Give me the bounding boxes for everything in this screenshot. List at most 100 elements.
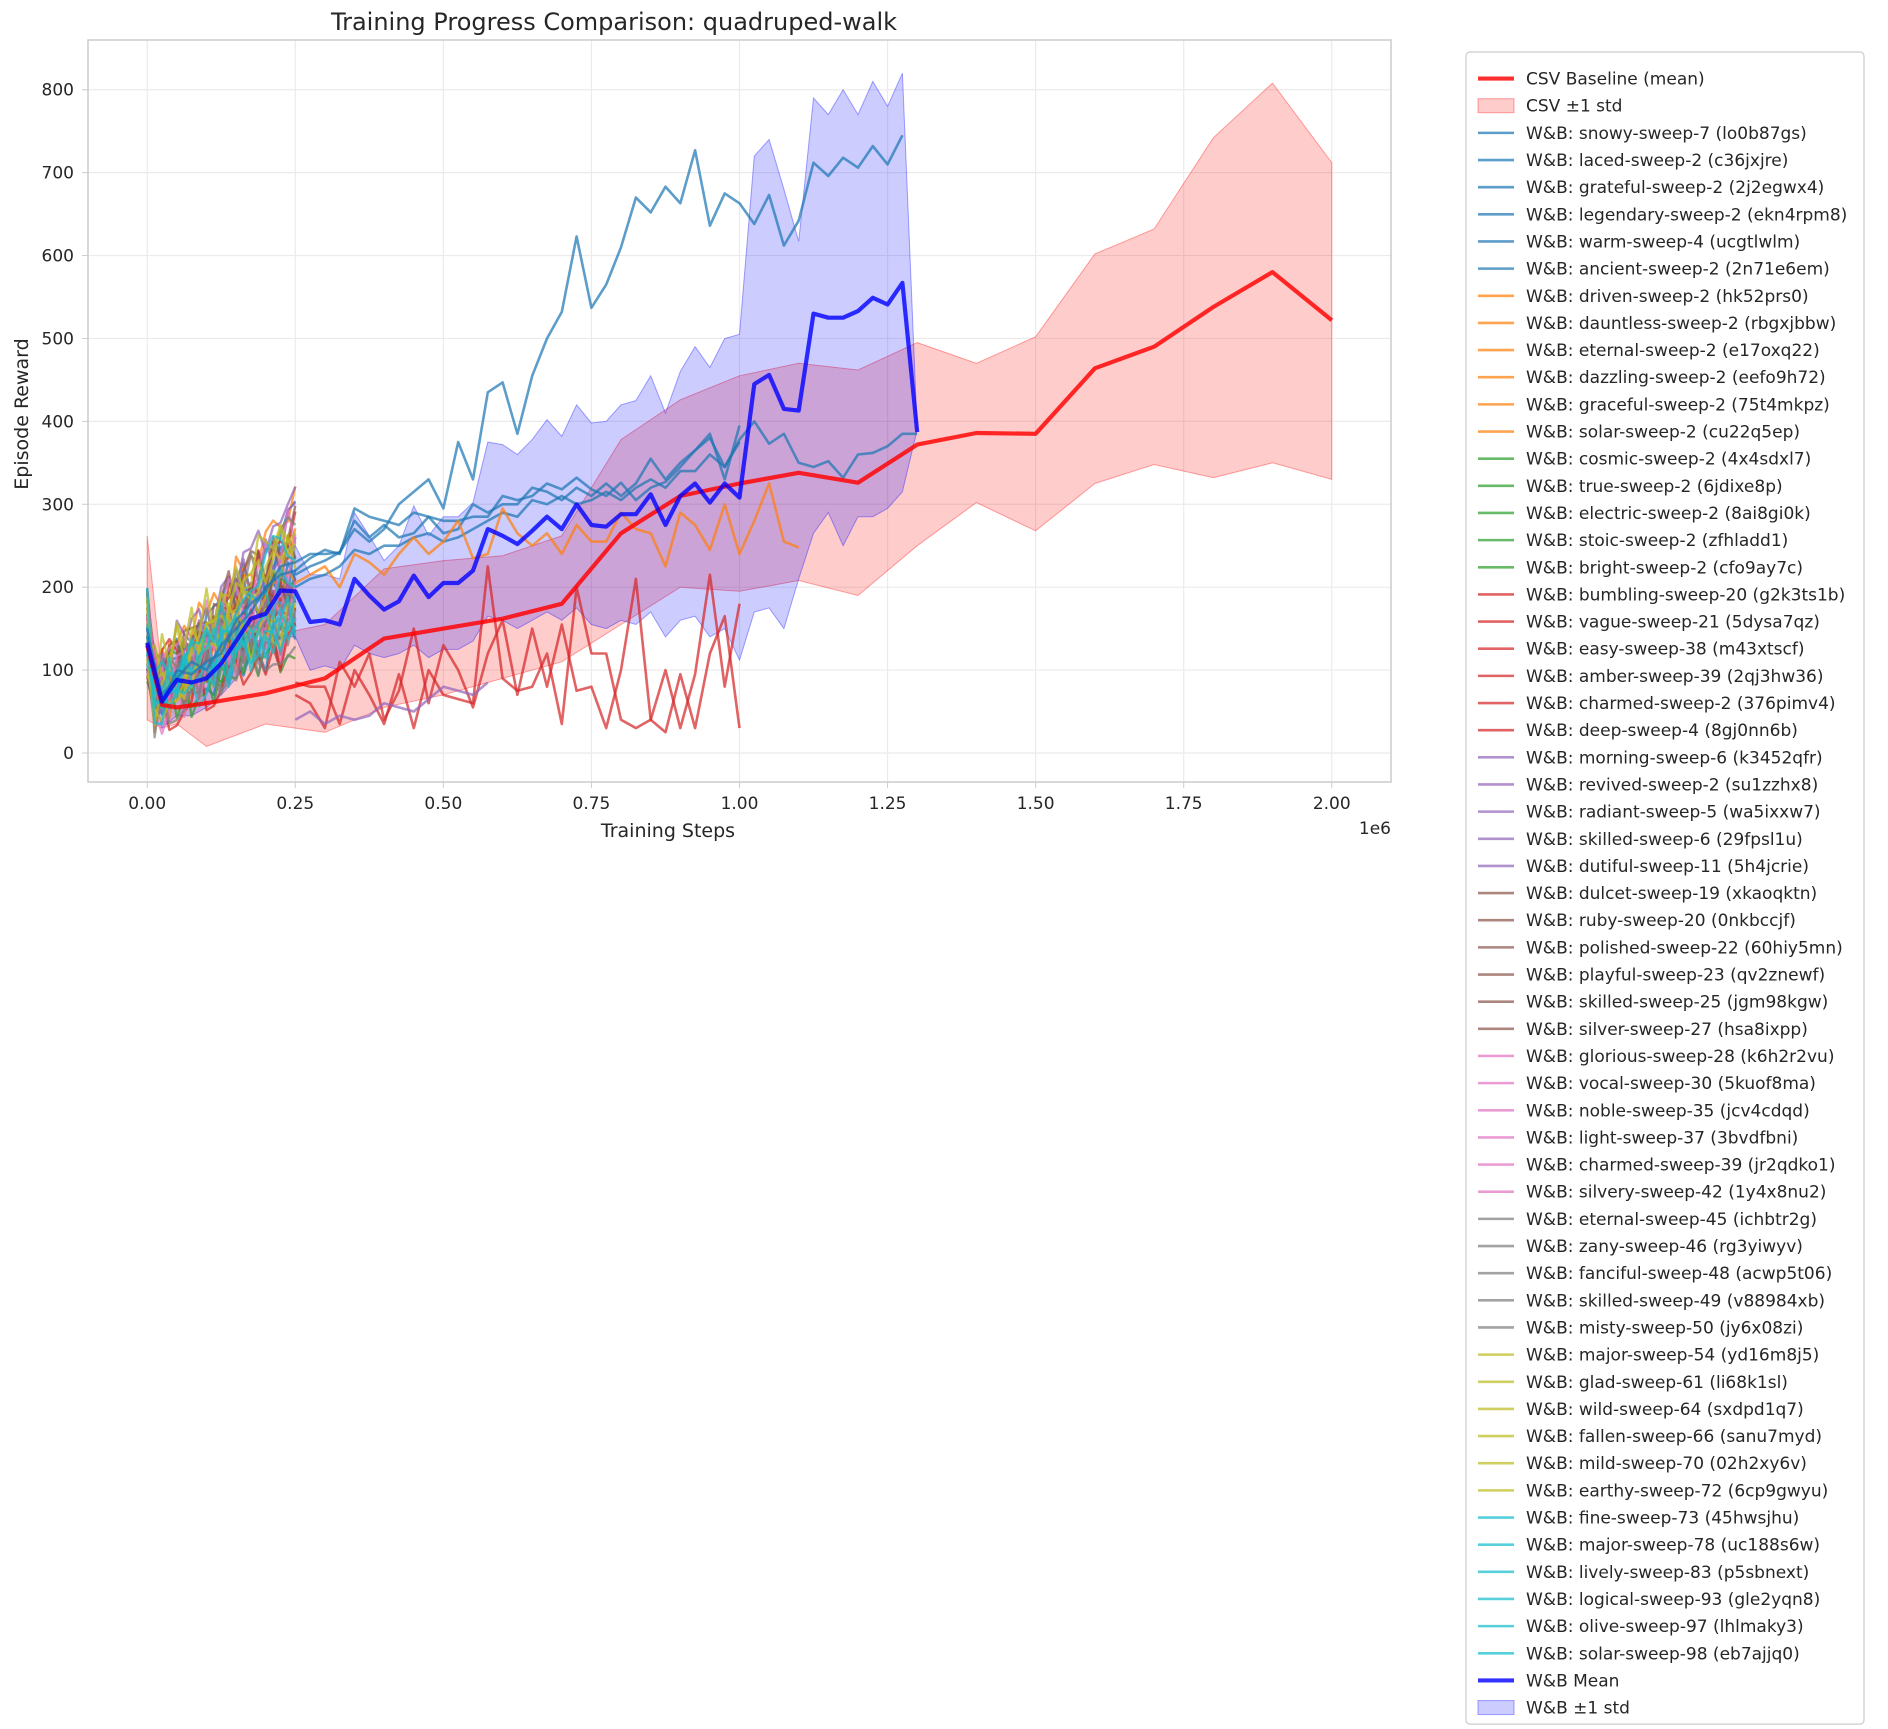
legend-entry: W&B: silvery-sweep-42 (1y4x8nu2) [1478,1183,1826,1203]
legend-entry: W&B: graceful-sweep-2 (75t4mkpz) [1478,395,1830,415]
legend-label: W&B: revived-sweep-2 (su1zzhx8) [1526,775,1818,795]
legend-label: W&B: dazzling-sweep-2 (eefo9h72) [1526,368,1826,388]
legend-entry: W&B: stoic-sweep-2 (zfhladd1) [1478,531,1788,551]
legend-entry: W&B: bright-sweep-2 (cfo9ay7c) [1478,558,1803,578]
legend-entry: W&B: snowy-sweep-7 (lo0b87gs) [1478,124,1807,144]
legend-label: W&B: playful-sweep-23 (qv2znewf) [1526,966,1825,986]
legend-label: W&B: skilled-sweep-6 (29fpsl1u) [1526,830,1803,850]
legend-label: W&B: charmed-sweep-2 (376pimv4) [1526,694,1836,714]
wandb-run-line [146,543,297,699]
y-tick-label: 600 [42,247,74,267]
legend-label: W&B: eternal-sweep-45 (ichbtr2g) [1526,1210,1817,1230]
legend-label: W&B: misty-sweep-50 (jy6x08zi) [1526,1318,1803,1338]
legend-entry: W&B: electric-sweep-2 (8ai8gi0k) [1478,504,1811,524]
wandb-mean-line [145,280,920,704]
legend-label: W&B: snowy-sweep-7 (lo0b87gs) [1526,124,1807,144]
legend-label: W&B: true-sweep-2 (6jdixe8p) [1526,477,1783,497]
legend-entry: W&B ±1 std [1477,1699,1630,1719]
x-tick-label: 1.75 [1165,794,1203,814]
x-tick-label: 1.00 [721,794,759,814]
legend-label: W&B: glorious-sweep-28 (k6h2r2vu) [1526,1047,1834,1067]
wandb-run-line [145,420,918,697]
legend-entry: W&B: glorious-sweep-28 (k6h2r2vu) [1478,1047,1834,1067]
legend-label: W&B: mild-sweep-70 (02h2xy6v) [1526,1454,1807,1474]
legend-label: W&B: charmed-sweep-39 (jr2qdko1) [1526,1156,1836,1176]
wandb-run-line [146,534,296,709]
legend-entry: W&B: playful-sweep-23 (qv2znewf) [1478,966,1825,986]
legend-label: W&B: skilled-sweep-49 (v88984xb) [1526,1291,1825,1311]
legend-label: W&B: laced-sweep-2 (c36jxjre) [1526,151,1788,171]
legend-label: W&B: solar-sweep-2 (cu22q5ep) [1526,423,1800,443]
legend-label: W&B: dutiful-sweep-11 (5h4jcrie) [1526,857,1809,877]
legend-entry: CSV ±1 std [1477,97,1622,117]
legend-label: W&B: light-sweep-37 (3bvdfbni) [1526,1128,1798,1148]
wandb-run-line [294,681,489,726]
legend-entry: W&B: major-sweep-54 (yd16m8j5) [1478,1346,1819,1366]
x-tick-label: 1.50 [1017,794,1055,814]
plot-area: 0.00 0.25 0.50 0.75 1.00 1.25 1.50 1.75 2.00 0 100… [42,39,1392,814]
y-tick-label: 100 [42,661,74,681]
legend-label: W&B: zany-sweep-46 (rg3yiwyv) [1526,1237,1803,1257]
legend-entry: W&B: deep-sweep-4 (8gj0nn6b) [1478,721,1798,741]
legend: CSV Baseline (mean) CSV ±1 std W&B: snowy-… [1465,51,1865,1725]
legend-entry: W&B: silver-sweep-27 (hsa8ixpp) [1478,1020,1808,1040]
legend-entry: W&B: warm-sweep-4 (ucgtlwlm) [1478,232,1800,252]
legend-label: W&B: stoic-sweep-2 (zfhladd1) [1526,531,1788,551]
legend-entry: W&B: lively-sweep-83 (p5sbnext) [1478,1563,1809,1583]
legend-label: W&B: fallen-sweep-66 (sanu7myd) [1526,1427,1822,1447]
legend-entry: W&B: solar-sweep-98 (eb7ajjq0) [1478,1644,1800,1664]
legend-entry: W&B: dazzling-sweep-2 (eefo9h72) [1478,368,1826,388]
y-tick-label: 700 [42,164,74,184]
legend-label: W&B: logical-sweep-93 (gle2yqn8) [1526,1590,1820,1610]
y-tick-label: 0 [63,744,74,764]
legend-entry: W&B: legendary-sweep-2 (ekn4rpm8) [1478,205,1847,225]
legend-label: W&B ±1 std [1526,1699,1630,1719]
legend-entry: W&B Mean [1478,1671,1619,1691]
legend-label: W&B: skilled-sweep-25 (jgm98kgw) [1526,993,1828,1013]
legend-entry: W&B: noble-sweep-35 (jcv4cdqd) [1478,1101,1810,1121]
legend-entry: W&B: morning-sweep-6 (k3452qfr) [1478,748,1823,768]
legend-entry: W&B: zany-sweep-46 (rg3yiwyv) [1478,1237,1803,1257]
legend-entry: W&B: eternal-sweep-2 (e17oxq22) [1478,341,1820,361]
wandb-run-line [294,482,800,589]
legend-label: W&B: silver-sweep-27 (hsa8ixpp) [1526,1020,1808,1040]
wandb-run-line [294,577,741,734]
legend-swatch-patch [1477,1700,1515,1716]
legend-label: W&B: warm-sweep-4 (ucgtlwlm) [1526,232,1800,252]
wandb-run-line [294,425,741,576]
legend-entry: W&B: dulcet-sweep-19 (xkaoqktn) [1478,884,1817,904]
y-axis-label: Episode Reward [11,338,33,489]
legend-label: CSV ±1 std [1526,97,1622,117]
legend-entry: W&B: mild-sweep-70 (02h2xy6v) [1478,1454,1807,1474]
x-tick-label: 1.25 [869,794,907,814]
legend-label: W&B: cosmic-sweep-2 (4x4sdxl7) [1526,450,1811,470]
legend-entry: W&B: dauntless-sweep-2 (rbgxjbbw) [1478,314,1836,334]
legend-label: W&B: polished-sweep-22 (60hiy5mn) [1526,938,1843,958]
legend-entry: W&B: misty-sweep-50 (jy6x08zi) [1478,1318,1803,1338]
legend-label: W&B: glad-sweep-61 (li68k1sl) [1526,1373,1788,1393]
legend-entry: W&B: logical-sweep-93 (gle2yqn8) [1478,1590,1820,1610]
plot-frame [87,39,1392,783]
legend-label: W&B: silvery-sweep-42 (1y4x8nu2) [1526,1183,1826,1203]
legend-label: W&B: deep-sweep-4 (8gj0nn6b) [1526,721,1798,741]
y-tick-label: 300 [42,495,74,515]
legend-label: W&B: graceful-sweep-2 (75t4mkpz) [1526,395,1830,415]
legend-label: W&B: morning-sweep-6 (k3452qfr) [1526,748,1823,768]
csv-std-band [146,82,1333,747]
legend-entry: W&B: glad-sweep-61 (li68k1sl) [1478,1373,1788,1393]
legend-label: W&B: major-sweep-54 (yd16m8j5) [1526,1346,1819,1366]
legend-label: W&B: radiant-sweep-5 (wa5ixxw7) [1526,803,1821,823]
legend-entry: W&B: radiant-sweep-5 (wa5ixxw7) [1478,803,1821,823]
legend-label: W&B: solar-sweep-98 (eb7ajjq0) [1526,1644,1800,1664]
legend-entry: W&B: grateful-sweep-2 (2j2egwx4) [1478,178,1824,198]
x-tick-label: 0.50 [424,794,462,814]
wandb-run-line [146,596,297,726]
legend-entry: W&B: wild-sweep-64 (sxdpd1q7) [1478,1400,1804,1420]
legend-label: CSV Baseline (mean) [1526,70,1705,90]
legend-entry: W&B: bumbling-sweep-20 (g2k3ts1b) [1478,585,1845,605]
legend-label: W&B: grateful-sweep-2 (2j2egwx4) [1526,178,1824,198]
legend-entry: W&B: charmed-sweep-39 (jr2qdko1) [1478,1156,1836,1176]
legend-entry: W&B: fine-sweep-73 (45hwsjhu) [1478,1509,1799,1529]
